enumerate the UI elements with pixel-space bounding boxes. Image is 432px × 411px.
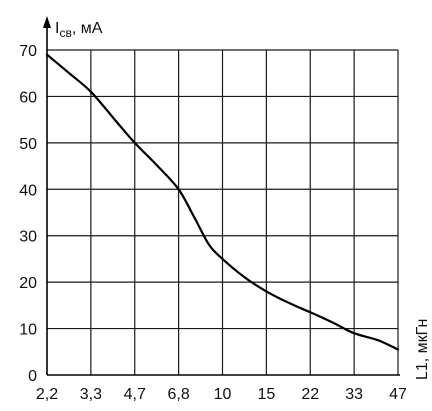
series-line bbox=[45, 53, 400, 351]
y-tick-label: 70 bbox=[19, 43, 37, 60]
y-tick-label: 0 bbox=[28, 368, 37, 385]
x-tick-label: 22 bbox=[301, 386, 319, 403]
x-axis-label: L1, мкГн bbox=[414, 319, 431, 380]
x-tick-label: 15 bbox=[257, 386, 275, 403]
y-tick-label: 30 bbox=[19, 229, 37, 246]
y-tick-label: 60 bbox=[19, 89, 37, 106]
y-axis-label-sub: св bbox=[59, 26, 71, 40]
y-axis-arrow bbox=[43, 16, 51, 28]
axes bbox=[43, 16, 400, 376]
y-axis-label-main: I bbox=[55, 20, 59, 37]
x-tick-label: 2,2 bbox=[36, 386, 58, 403]
y-tick-label: 20 bbox=[19, 275, 37, 292]
y-tick-label: 10 bbox=[19, 322, 37, 339]
grid bbox=[47, 49, 399, 375]
x-tick-label: 4,7 bbox=[124, 386, 146, 403]
y-axis-label: Iсв, мА bbox=[55, 20, 103, 40]
y-axis-label-unit: , мА bbox=[72, 20, 103, 37]
x-tick-label: 10 bbox=[214, 386, 232, 403]
tick-labels: 0 10 20 30 40 50 60 70 2,2 3,3 4,7 6,8 10 15 22 33 47 bbox=[19, 43, 407, 403]
x-tick-label: 47 bbox=[389, 386, 407, 403]
series bbox=[45, 53, 400, 351]
y-tick-label: 50 bbox=[19, 136, 37, 153]
x-tick-label: 6,8 bbox=[168, 386, 190, 403]
x-tick-label: 3,3 bbox=[80, 386, 102, 403]
x-tick-label: 33 bbox=[345, 386, 363, 403]
y-tick-label: 40 bbox=[19, 182, 37, 199]
